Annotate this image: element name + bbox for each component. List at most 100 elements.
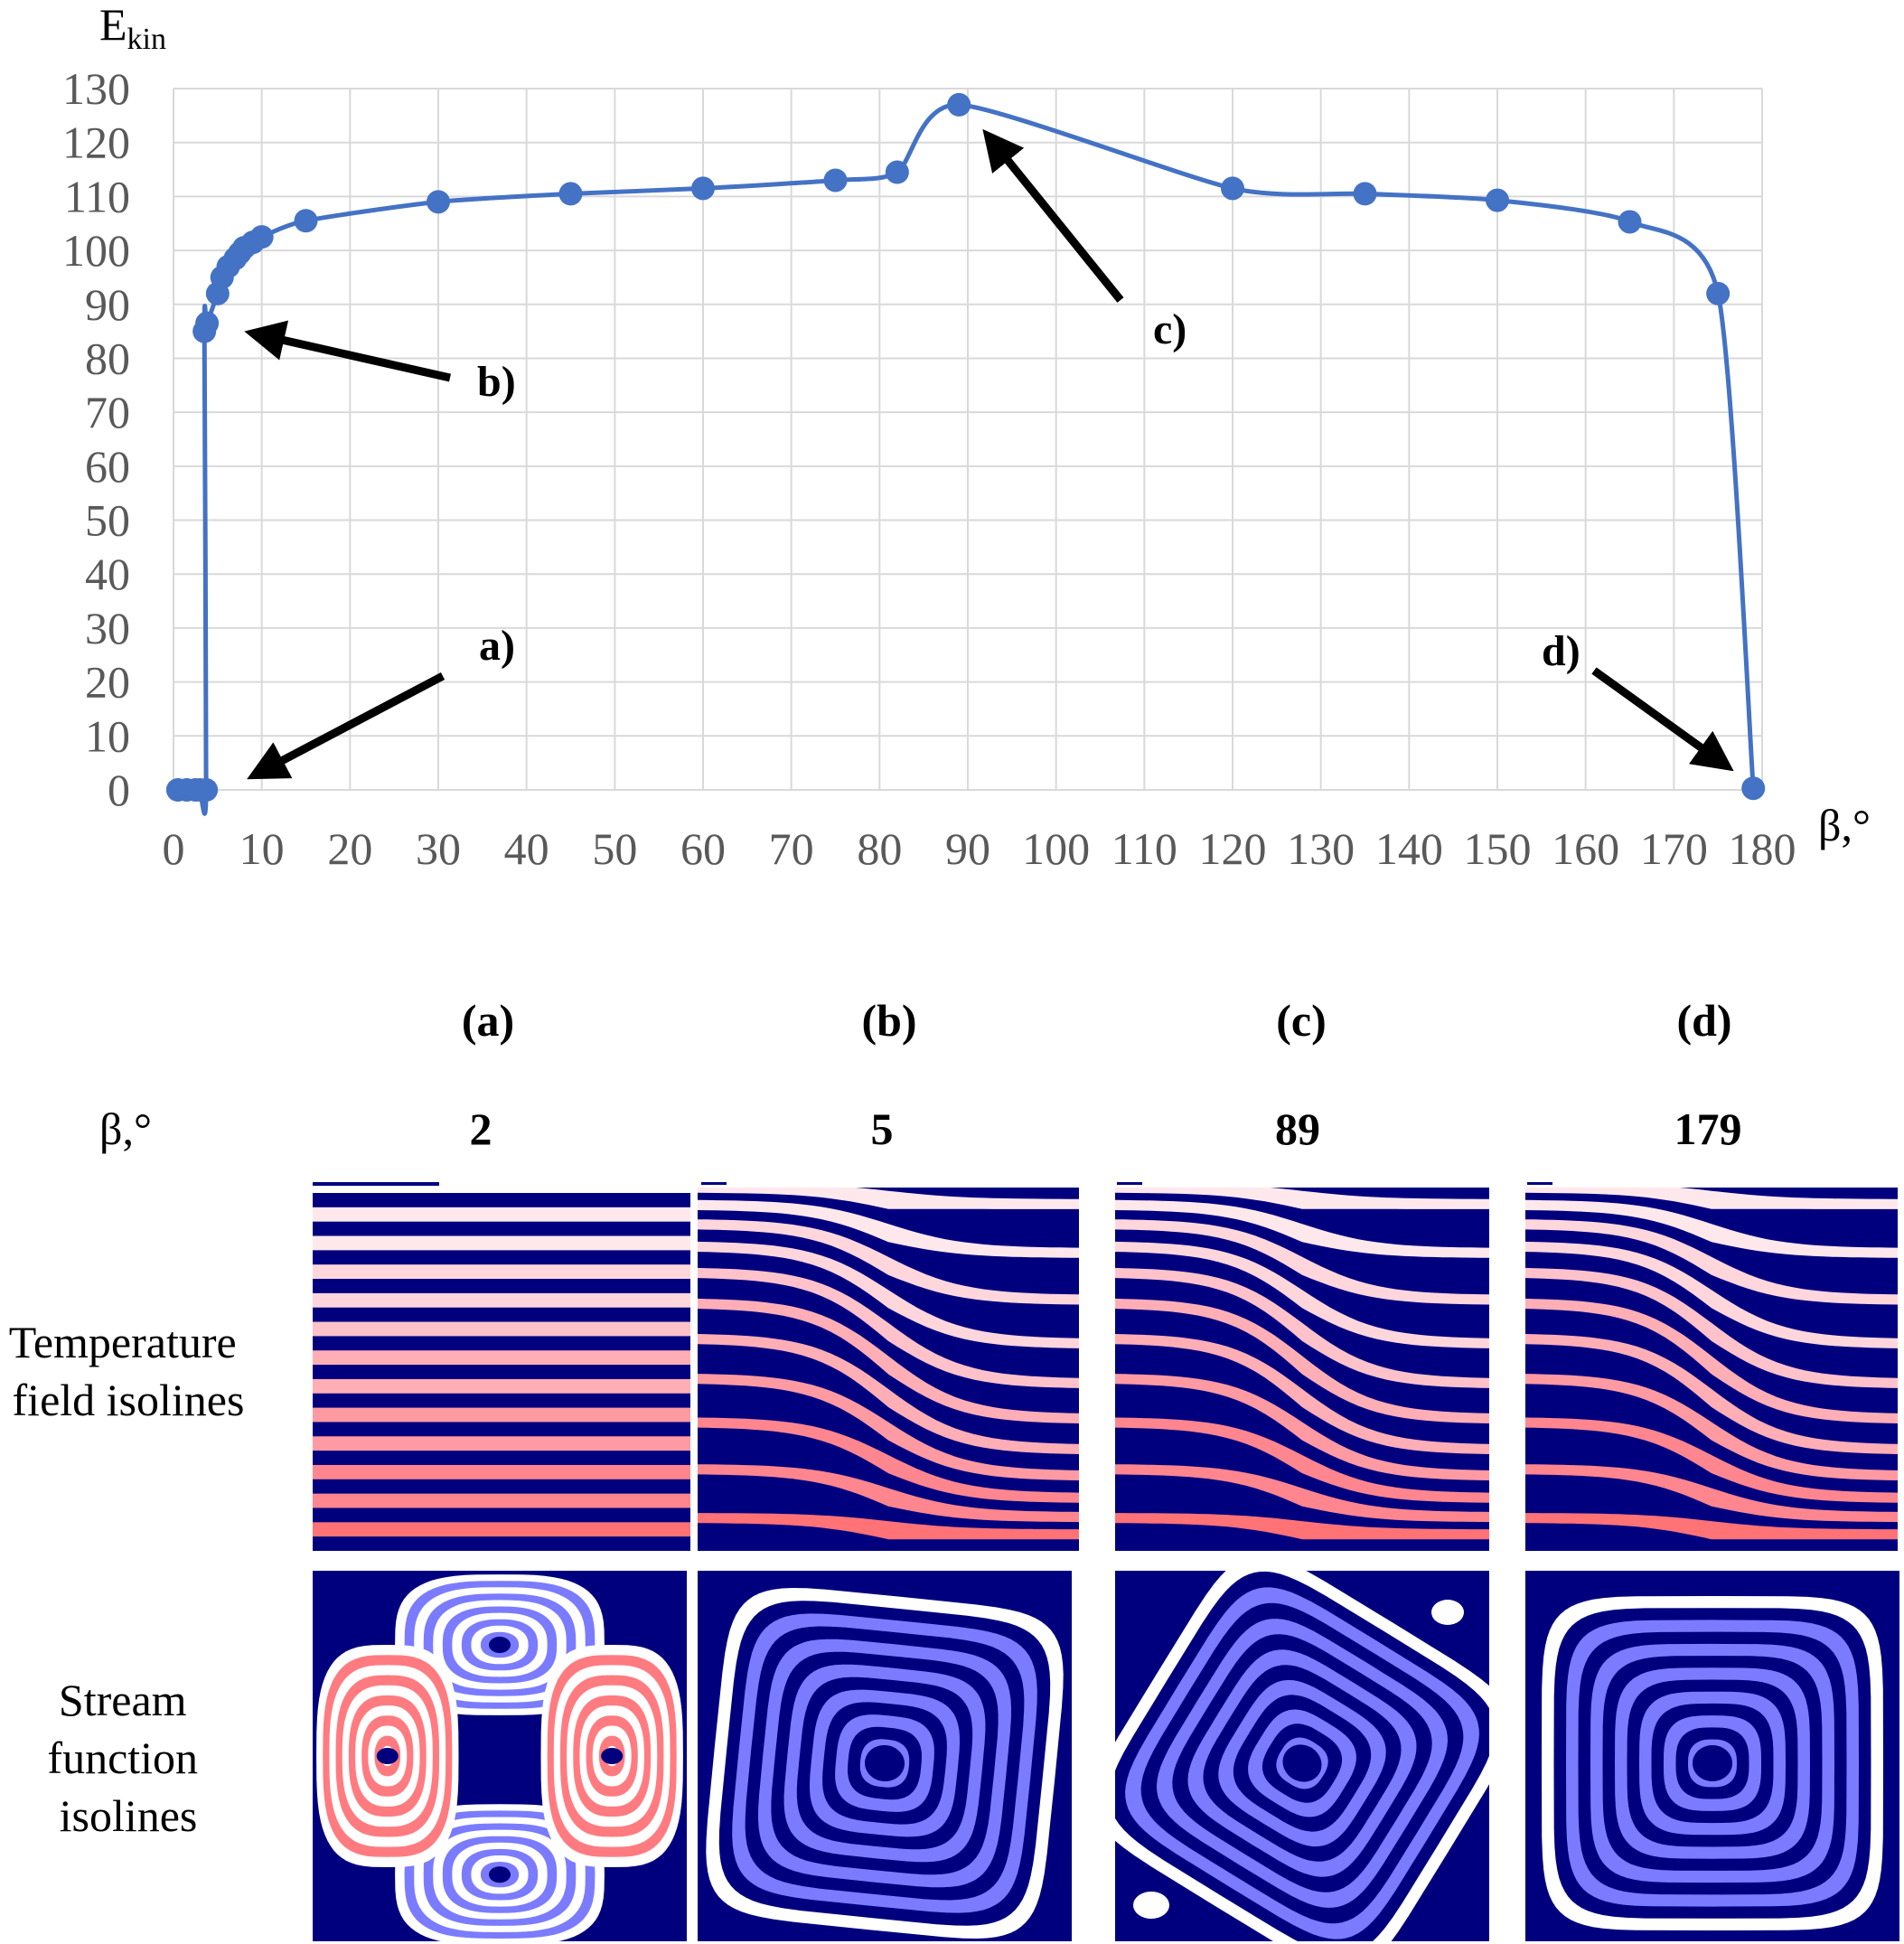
data-point-6 xyxy=(195,311,220,335)
x-tick-0: 0 xyxy=(163,823,185,874)
data-point-4 xyxy=(194,778,219,802)
x-tick-150: 150 xyxy=(1464,823,1532,874)
annotation-label-2: c) xyxy=(1153,305,1186,353)
y-tick-10: 10 xyxy=(85,710,130,761)
y-tick-120: 120 xyxy=(62,117,130,168)
temperature-isoline-3 xyxy=(1115,1241,1489,1348)
temperature-isoline-9 xyxy=(1115,1464,1489,1523)
temperature-isoline-10 xyxy=(698,1513,1079,1540)
data-point-14 xyxy=(249,225,274,249)
data-point-17 xyxy=(558,182,583,206)
temperature-isoline-2 xyxy=(698,1219,1079,1305)
panel-letter-c: (c) xyxy=(1276,995,1327,1046)
temperature-band-16 xyxy=(313,1422,690,1437)
data-point-15 xyxy=(294,209,318,233)
y-axis-title-main: E xyxy=(99,0,127,50)
temperature-isoline-9 xyxy=(1525,1464,1898,1523)
temperature-isoline-6 xyxy=(1115,1334,1489,1454)
annotation-arrow-0 xyxy=(247,672,446,780)
x-tick-40: 40 xyxy=(504,823,549,874)
data-point-22 xyxy=(1221,176,1244,201)
panel-beta-a: 2 xyxy=(470,1103,492,1154)
annotation-label-1: b) xyxy=(477,358,516,406)
row-labels: Temperature field isolines Stream functi… xyxy=(9,1317,248,1841)
panel-beta-b: 5 xyxy=(871,1103,894,1154)
y-tick-30: 30 xyxy=(85,603,130,653)
temperature-isoline-4 xyxy=(1115,1267,1489,1388)
data-point-21 xyxy=(947,92,971,117)
x-tick-110: 110 xyxy=(1111,823,1177,874)
annotation-arrow-1 xyxy=(244,320,451,382)
data-point-24 xyxy=(1486,188,1509,212)
temperature-isoline-7 xyxy=(698,1374,1079,1480)
temperature-band-24 xyxy=(313,1536,690,1551)
temperature-panel-d xyxy=(1525,1188,1898,1551)
temperature-isoline-4 xyxy=(1525,1267,1898,1388)
temperature-band-14 xyxy=(313,1393,690,1409)
temperature-isoline-2 xyxy=(1525,1219,1898,1305)
x-tick-120: 120 xyxy=(1199,823,1267,874)
data-markers xyxy=(165,92,1766,802)
y-tick-20: 20 xyxy=(85,657,130,708)
x-tick-labels: 0 10 20 30 40 50 60 70 80 90 100 110 120 130 140 150 160… xyxy=(163,823,1796,874)
y-tick-130: 130 xyxy=(62,63,130,114)
annotation-label-0: a) xyxy=(479,622,515,670)
temperature-isoline-8 xyxy=(1115,1417,1489,1503)
y-tick-100: 100 xyxy=(62,225,130,276)
panel-letter-b: (b) xyxy=(861,995,916,1046)
temperature-band-7 xyxy=(313,1292,690,1309)
temperature-band-5 xyxy=(313,1264,690,1280)
temperature-band-19 xyxy=(313,1464,690,1480)
temperature-band-11 xyxy=(313,1350,690,1366)
quad-cell-2-core xyxy=(376,1748,399,1764)
annotation-arrow-2 xyxy=(982,128,1124,303)
y-tick-50: 50 xyxy=(85,495,130,546)
row-label-temperature-line1: Temperature xyxy=(9,1317,237,1367)
temperature-isoline-6 xyxy=(698,1334,1079,1454)
row-label-temperature-line2: field isolines xyxy=(13,1375,245,1425)
temperature-band-9 xyxy=(313,1321,690,1337)
temperature-isoline-10 xyxy=(1115,1513,1489,1540)
y-tick-110: 110 xyxy=(64,171,130,221)
temperature-band-8 xyxy=(313,1307,690,1323)
gridlines xyxy=(173,88,1763,791)
x-tick-10: 10 xyxy=(239,823,285,874)
temperature-isoline-5 xyxy=(698,1298,1079,1423)
x-tick-140: 140 xyxy=(1375,823,1443,874)
data-point-16 xyxy=(427,190,450,214)
row-label-stream: Stream function isolines xyxy=(47,1675,209,1841)
temperature-band-12 xyxy=(313,1365,690,1380)
temperature-isoline-1 xyxy=(1525,1199,1898,1258)
x-tick-50: 50 xyxy=(592,823,637,874)
temperature-isoline-2 xyxy=(1115,1219,1489,1305)
temperature-band-21 xyxy=(313,1493,690,1508)
temperature-isoline-8 xyxy=(698,1417,1079,1503)
temperature-isoline-5 xyxy=(1525,1298,1898,1423)
temperature-panel-c xyxy=(1115,1188,1489,1551)
stream-corner-vortex-top xyxy=(1431,1600,1464,1625)
temperature-isoline-6 xyxy=(1525,1334,1898,1454)
x-tick-130: 130 xyxy=(1287,823,1355,874)
panel-beta-c: 89 xyxy=(1275,1103,1320,1154)
x-tick-90: 90 xyxy=(945,823,990,874)
stream-core xyxy=(1693,1745,1732,1781)
temperature-panel-a xyxy=(313,1193,690,1551)
panel-top-mark-2 xyxy=(1527,1182,1552,1185)
y-tick-70: 70 xyxy=(85,387,130,437)
y-tick-80: 80 xyxy=(85,333,130,383)
temperature-band-4 xyxy=(313,1250,690,1265)
y-tick-40: 40 xyxy=(85,549,130,599)
temperature-panel-b xyxy=(698,1188,1079,1551)
x-axis-title: β,° xyxy=(1818,800,1871,850)
data-point-19 xyxy=(823,168,848,193)
temperature-isoline-1 xyxy=(1115,1199,1489,1258)
temperature-isoline-0 xyxy=(1115,1188,1489,1209)
data-point-27 xyxy=(1741,776,1766,801)
temperature-band-23 xyxy=(313,1522,690,1537)
temperature-isoline-0 xyxy=(1525,1188,1898,1209)
panel-beta-d: 179 xyxy=(1674,1103,1742,1154)
row-label-temperature: Temperature field isolines xyxy=(9,1317,248,1425)
y-tick-60: 60 xyxy=(85,441,130,492)
